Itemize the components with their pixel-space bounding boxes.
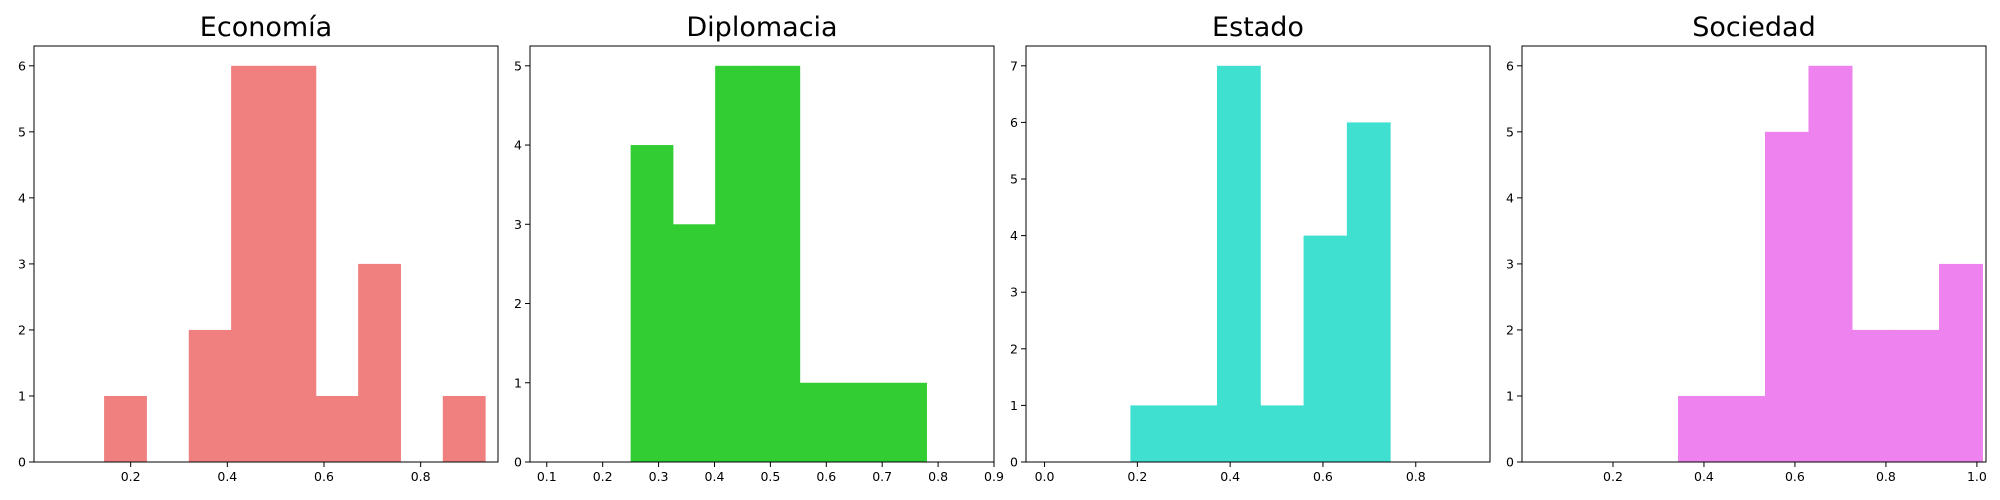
y-tick-label: 4 [514, 138, 522, 153]
y-tick-label: 4 [1506, 190, 1514, 205]
y-tick-label: 2 [18, 322, 26, 337]
y-tick-label: 1 [514, 375, 522, 390]
x-tick-label: 0.2 [1127, 469, 1147, 484]
y-tick-label: 1 [18, 388, 26, 403]
y-tick-label: 6 [18, 58, 26, 73]
histogram-bar [1851, 329, 1896, 462]
x-tick-label: 0.3 [649, 469, 669, 484]
histogram-bar [841, 382, 885, 462]
x-tick-label: 0.7 [872, 469, 892, 484]
y-tick-label: 3 [514, 217, 522, 232]
panel-title: Estado [1212, 12, 1304, 43]
histogram-bar [1173, 405, 1218, 462]
x-tick-label: 0.2 [593, 469, 613, 484]
plot-frame [1025, 45, 1491, 463]
x-tick-label: 0.9 [984, 469, 1004, 484]
panel-economía: 0.2 0.4 0.6 0.8 0 1 2 3 4 5 6 Economía [18, 12, 499, 484]
histogram-bar [1303, 235, 1348, 462]
x-tick-label: 0.8 [411, 469, 431, 484]
y-tick-label: 3 [18, 256, 26, 271]
histogram-bar [799, 382, 843, 462]
histogram-bar [1765, 131, 1809, 463]
x-tick-label: 0.6 [816, 469, 836, 484]
x-tick-label: 0.4 [1220, 469, 1240, 484]
x-tick-label: 0.8 [1876, 469, 1896, 484]
x-tick-label: 1.0 [1967, 469, 1987, 484]
histogram-bar [1938, 263, 1983, 462]
plot-frame [33, 45, 499, 463]
y-tick-label: 0 [514, 455, 522, 470]
y-tick-label: 1 [1010, 398, 1018, 413]
plot-frame [1521, 45, 1987, 463]
y-tick-label: 4 [1010, 228, 1018, 243]
x-tick-label: 0.2 [1603, 469, 1623, 484]
histogram-bar [672, 224, 716, 462]
y-tick-label: 7 [1010, 58, 1018, 73]
histogram-bar [104, 395, 147, 462]
histogram-bar [757, 65, 801, 463]
x-tick-label: 0.5 [760, 469, 780, 484]
histogram-bar [1895, 329, 1940, 462]
panel-title: Sociedad [1692, 12, 1815, 43]
histogram-bar [1260, 405, 1305, 462]
x-tick-label: 0.2 [121, 469, 141, 484]
x-tick-label: 0.1 [537, 469, 557, 484]
panel-estado: 0.0 0.2 0.4 0.6 0.8 0 1 2 3 4 5 6 7 Estado [1010, 12, 1491, 484]
panel-title: Economía [200, 12, 332, 43]
histogram-bar [1130, 405, 1175, 462]
histogram-bar [1346, 122, 1391, 462]
x-tick-label: 0.4 [217, 469, 237, 484]
y-tick-label: 6 [1010, 115, 1018, 130]
y-tick-label: 2 [514, 296, 522, 311]
y-tick-label: 5 [1010, 172, 1018, 187]
y-tick-label: 3 [1010, 285, 1018, 300]
histogram-bar [884, 382, 927, 462]
histogram-bar [1721, 395, 1766, 462]
x-tick-label: 0.6 [1785, 469, 1805, 484]
histogram-bar [273, 65, 317, 463]
x-tick-label: 0.4 [705, 469, 725, 484]
histogram-bar [315, 395, 359, 462]
y-tick-label: 5 [1506, 124, 1514, 139]
panel-diplomacia: 0.1 0.2 0.3 0.4 0.5 0.6 0.7 0.8 0.9 0 1 2 3 4 5 Diploma… [514, 12, 1004, 484]
histogram-bar [231, 65, 274, 463]
x-tick-label: 0.8 [1406, 469, 1426, 484]
histogram-bar [442, 395, 486, 462]
histogram-bar [1216, 65, 1261, 463]
x-tick-label: 0.6 [1313, 469, 1333, 484]
y-tick-label: 0 [1506, 455, 1514, 470]
y-tick-label: 0 [1010, 455, 1018, 470]
y-tick-label: 3 [1506, 256, 1514, 271]
y-tick-label: 0 [18, 455, 26, 470]
x-tick-label: 0.6 [314, 469, 334, 484]
y-tick-label: 5 [18, 124, 26, 139]
histogram-bar [1808, 65, 1853, 463]
x-tick-label: 0.8 [928, 469, 948, 484]
histogram-bar [715, 65, 758, 463]
y-tick-label: 2 [1010, 341, 1018, 356]
histogram-bar [630, 145, 674, 463]
y-tick-label: 2 [1506, 322, 1514, 337]
y-tick-label: 1 [1506, 388, 1514, 403]
plot-frame [529, 45, 995, 463]
x-tick-label: 0.0 [1035, 469, 1055, 484]
x-tick-label: 0.4 [1694, 469, 1714, 484]
panel-title: Diplomacia [686, 12, 837, 43]
y-tick-label: 4 [18, 190, 26, 205]
histogram-bar [188, 329, 232, 462]
y-tick-label: 6 [1506, 58, 1514, 73]
histogram-bar [358, 263, 401, 462]
panel-sociedad: 0.2 0.4 0.6 0.8 1.0 0 1 2 3 4 5 6 Sociedad [1506, 12, 1987, 484]
histogram-bar [1678, 395, 1723, 462]
y-tick-label: 5 [514, 58, 522, 73]
